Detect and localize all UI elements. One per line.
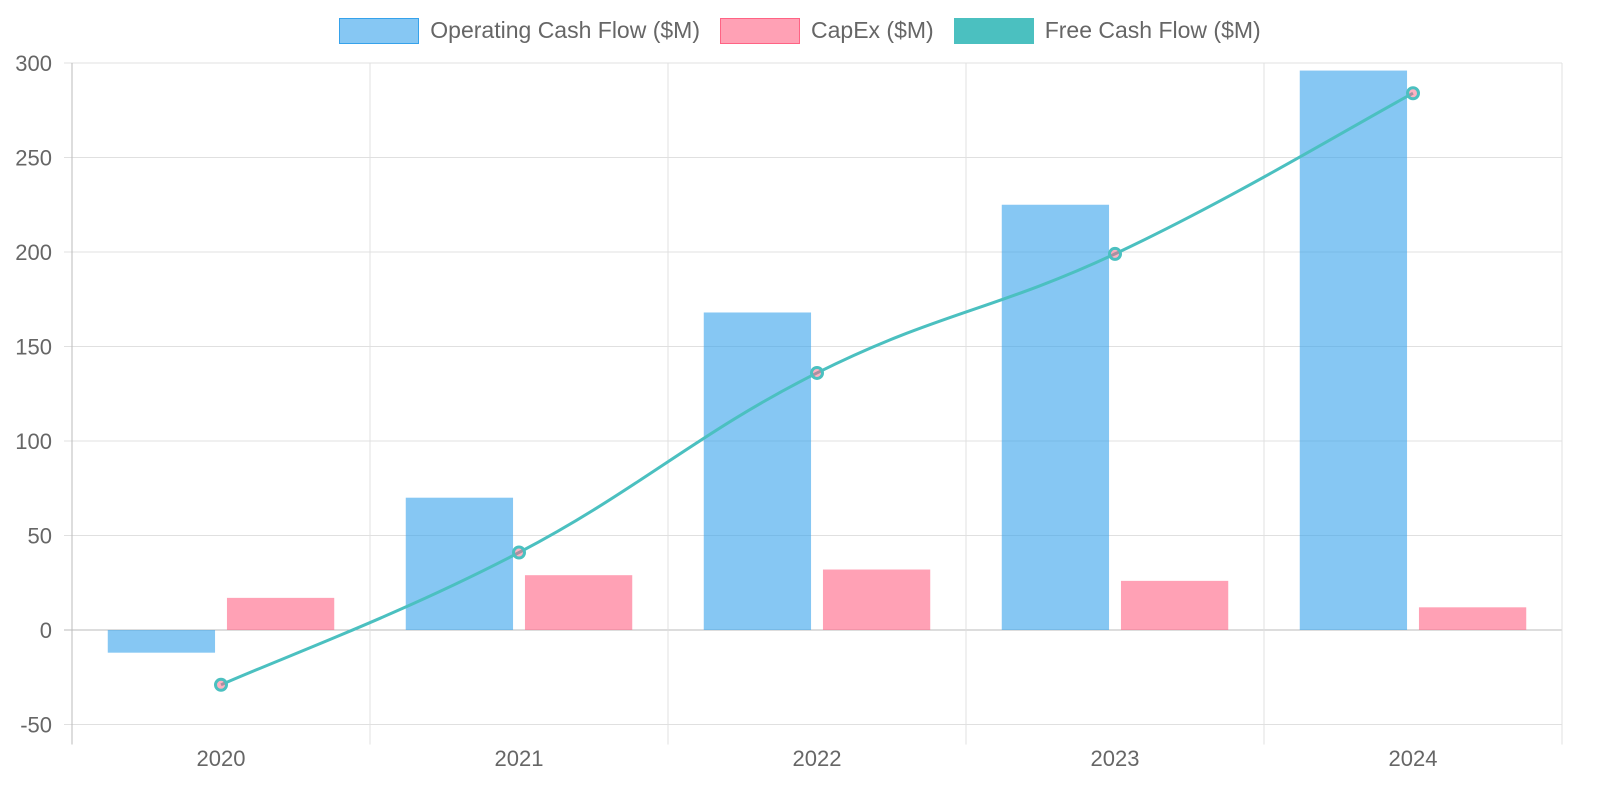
x-tick-label: 2022 (793, 746, 842, 771)
y-tick-label: 50 (28, 524, 52, 549)
legend-item-capex[interactable]: CapEx ($M) (720, 17, 934, 44)
point-free-cash-flow (214, 677, 228, 692)
legend-item-free-cash-flow[interactable]: Free Cash Flow ($M) (953, 17, 1261, 44)
y-tick-label: -50 (20, 713, 52, 738)
legend-swatch-capex (720, 17, 800, 44)
point-free-cash-flow (512, 545, 526, 560)
legend-swatch-operating-cash-flow (339, 17, 420, 44)
bar-capex (226, 597, 335, 630)
x-tick-label: 2021 (495, 746, 544, 771)
bar-capex (1120, 580, 1229, 630)
point-free-cash-flow (810, 365, 824, 380)
x-tick-label: 2024 (1389, 746, 1438, 771)
legend-label: Operating Cash Flow ($M) (430, 17, 700, 43)
point-free-cash-flow (1108, 246, 1122, 261)
bar-operating-cash-flow (1299, 70, 1408, 630)
bar-capex (822, 569, 931, 630)
y-tick-label: 300 (15, 51, 52, 76)
bar-operating-cash-flow (1001, 204, 1110, 630)
bar-capex (1418, 607, 1527, 630)
x-tick-label: 2023 (1091, 746, 1140, 771)
legend-label: CapEx ($M) (811, 17, 934, 43)
y-tick-label: 150 (15, 335, 52, 360)
bar-operating-cash-flow (703, 312, 812, 630)
y-tick-label: 250 (15, 146, 52, 171)
bar-operating-cash-flow (107, 630, 216, 653)
point-free-cash-flow (1406, 86, 1420, 101)
y-tick-label: 200 (15, 240, 52, 265)
legend-item-operating-cash-flow[interactable]: Operating Cash Flow ($M) (339, 17, 700, 44)
chart-legend: Operating Cash Flow ($M) CapEx ($M) Free… (0, 17, 1600, 44)
x-tick-label: 2020 (197, 746, 246, 771)
line-free-cash-flow (220, 91, 1414, 687)
y-tick-label: 0 (40, 618, 52, 643)
bar-capex (524, 575, 633, 630)
legend-swatch-free-cash-flow (953, 17, 1034, 44)
legend-label: Free Cash Flow ($M) (1044, 17, 1261, 43)
y-tick-label: 100 (15, 429, 52, 454)
